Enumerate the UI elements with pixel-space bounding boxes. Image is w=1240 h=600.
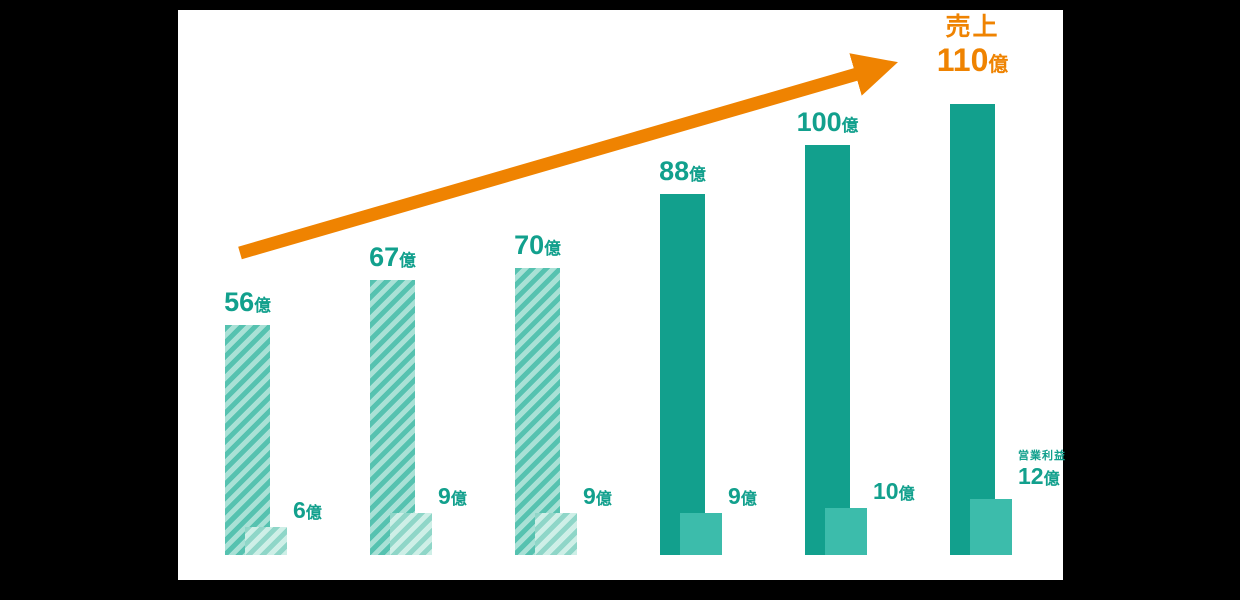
- profit-value-label: 9億: [583, 485, 612, 508]
- sales-highlight-value: 110億: [937, 43, 1008, 78]
- value-unit: 億: [841, 116, 859, 135]
- sales-highlight-label: 売上 110億: [937, 12, 1008, 78]
- revenue-value-label: 88億: [659, 156, 706, 187]
- value-unit: 億: [399, 251, 416, 270]
- chart-panel: 56億 6億 67億 9億 70億 9億 88億 9億 100億 10億 売上 110億 営業利益 12億: [178, 10, 1066, 580]
- value-number: 67: [369, 242, 400, 272]
- profit-bar: [390, 513, 432, 555]
- profit-value-label: 営業利益 12億: [1018, 451, 1066, 488]
- value-unit: 億: [305, 504, 322, 522]
- value-number: 70: [514, 230, 545, 260]
- value-number: 56: [224, 287, 255, 317]
- value-unit: 億: [544, 239, 561, 258]
- value-unit: 億: [740, 490, 757, 508]
- revenue-bar: [805, 145, 850, 555]
- profit-bar: [680, 513, 722, 555]
- revenue-value-label: 100億: [797, 107, 859, 138]
- value-number: 6: [293, 497, 306, 523]
- profit-value-label: 9億: [728, 485, 757, 508]
- value-number: 9: [728, 483, 741, 509]
- value-number: 110: [936, 42, 989, 79]
- profit-bar: [970, 499, 1012, 555]
- value-number: 9: [438, 483, 451, 509]
- profit-bar: [825, 508, 867, 555]
- revenue-bar: [950, 104, 995, 555]
- profit-bar: [245, 527, 287, 555]
- value-unit: 億: [450, 490, 467, 508]
- profit-value-label: 9億: [438, 485, 467, 508]
- revenue-value-label: 67億: [369, 242, 416, 273]
- trend-arrow-icon: [238, 53, 898, 260]
- profit-series-label: 営業利益: [1018, 450, 1066, 462]
- revenue-bar: [225, 325, 270, 555]
- revenue-bar: [370, 280, 415, 555]
- profit-value-label: 10億: [873, 480, 915, 503]
- sales-series-label: 売上: [945, 13, 1000, 41]
- revenue-bar: [515, 268, 560, 555]
- value-unit: 億: [595, 490, 612, 508]
- revenue-value-label: 56億: [224, 287, 271, 318]
- profit-bar: [535, 513, 577, 555]
- value-unit: 億: [689, 165, 706, 184]
- value-number: 12: [1018, 463, 1044, 489]
- profit-value-label: 6億: [293, 499, 322, 522]
- value-unit: 億: [254, 296, 271, 315]
- value-number: 100: [796, 107, 842, 137]
- value-number: 9: [583, 483, 596, 509]
- value-unit: 億: [898, 485, 915, 503]
- value-number: 10: [873, 478, 899, 504]
- revenue-bar: [660, 194, 705, 555]
- value-number: 88: [659, 156, 690, 186]
- value-unit: 億: [1043, 470, 1060, 488]
- revenue-value-label: 70億: [514, 230, 561, 261]
- value-unit: 億: [988, 54, 1009, 77]
